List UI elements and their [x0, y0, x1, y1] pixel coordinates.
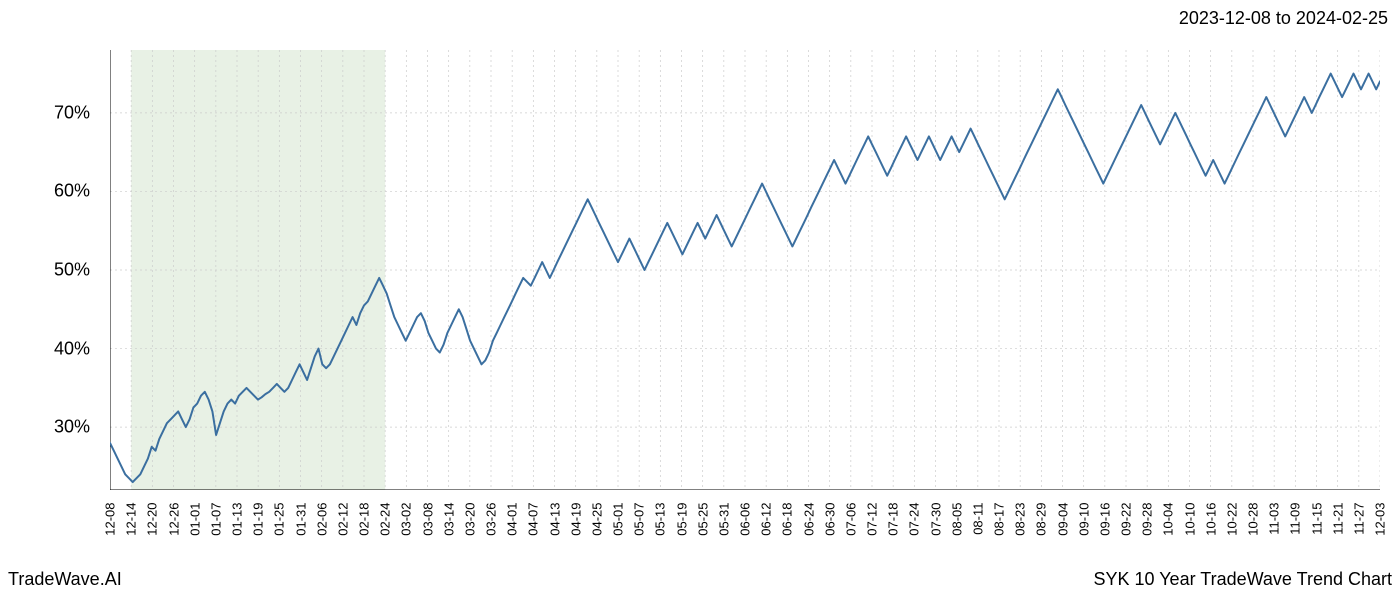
x-tick-label: 08-05: [949, 503, 964, 536]
x-tick-label: 07-18: [886, 503, 901, 536]
x-tick-label: 08-17: [992, 503, 1007, 536]
x-tick-label: 05-25: [695, 503, 710, 536]
x-tick-label: 09-10: [1076, 503, 1091, 536]
chart-area: [110, 50, 1380, 490]
x-tick-label: 10-16: [1203, 503, 1218, 536]
x-tick-label: 04-13: [547, 503, 562, 536]
x-tick-label: 10-04: [1161, 503, 1176, 536]
x-tick-label: 02-06: [314, 503, 329, 536]
chart-title: SYK 10 Year TradeWave Trend Chart: [1093, 569, 1392, 590]
x-tick-label: 01-31: [293, 503, 308, 536]
x-tick-label: 06-30: [822, 503, 837, 536]
x-tick-label: 11-27: [1351, 503, 1366, 535]
x-tick-label: 07-12: [865, 503, 880, 536]
x-tick-label: 06-06: [738, 503, 753, 536]
x-tick-label: 10-28: [1246, 503, 1261, 536]
y-tick-label: 60%: [54, 181, 90, 202]
x-tick-label: 02-18: [357, 503, 372, 536]
date-range-label: 2023-12-08 to 2024-02-25: [1179, 8, 1388, 29]
y-tick-label: 50%: [54, 260, 90, 281]
y-tick-label: 40%: [54, 338, 90, 359]
x-tick-label: 07-24: [907, 503, 922, 536]
x-tick-label: 01-13: [230, 503, 245, 536]
x-tick-label: 03-20: [462, 503, 477, 536]
y-tick-label: 30%: [54, 417, 90, 438]
x-tick-label: 12-14: [124, 503, 139, 536]
x-tick-label: 06-12: [759, 503, 774, 536]
x-tick-label: 06-18: [780, 503, 795, 536]
x-tick-label: 03-26: [484, 503, 499, 536]
x-tick-label: 02-24: [378, 503, 393, 536]
x-tick-label: 12-20: [145, 503, 160, 536]
x-tick-label: 12-03: [1373, 503, 1388, 536]
x-tick-label: 01-07: [208, 503, 223, 536]
line-chart-svg: [110, 50, 1380, 490]
x-tick-label: 06-24: [801, 503, 816, 536]
x-tick-label: 07-06: [843, 503, 858, 536]
x-tick-label: 04-25: [589, 503, 604, 536]
x-tick-label: 12-08: [103, 503, 118, 536]
x-tick-label: 03-08: [420, 503, 435, 536]
x-tick-label: 09-16: [1097, 503, 1112, 536]
x-tick-label: 09-22: [1119, 503, 1134, 536]
x-tick-label: 03-14: [441, 503, 456, 536]
x-tick-label: 08-29: [1034, 503, 1049, 536]
x-tick-label: 05-01: [611, 503, 626, 536]
x-tick-label: 10-10: [1182, 503, 1197, 536]
x-tick-label: 09-04: [1055, 503, 1070, 536]
x-tick-label: 01-25: [272, 503, 287, 536]
x-tick-label: 11-09: [1288, 503, 1303, 535]
x-tick-label: 01-01: [187, 503, 202, 536]
x-tick-label: 11-15: [1309, 503, 1324, 535]
x-tick-label: 04-01: [505, 503, 520, 536]
x-tick-label: 04-07: [526, 503, 541, 536]
x-axis: 12-0812-1412-2012-2601-0101-0701-1301-19…: [110, 495, 1380, 575]
x-tick-label: 05-13: [653, 503, 668, 536]
x-tick-label: 08-23: [1013, 503, 1028, 536]
y-tick-label: 70%: [54, 102, 90, 123]
x-tick-label: 07-30: [928, 503, 943, 536]
x-tick-label: 09-28: [1140, 503, 1155, 536]
y-axis: 30% 40% 50% 60% 70%: [0, 50, 100, 490]
x-tick-label: 05-07: [632, 503, 647, 536]
x-tick-label: 08-11: [970, 503, 985, 535]
x-tick-label: 11-03: [1267, 503, 1282, 535]
x-tick-label: 01-19: [251, 503, 266, 536]
x-tick-label: 10-22: [1224, 503, 1239, 536]
x-tick-label: 11-21: [1330, 503, 1345, 535]
x-tick-label: 12-26: [166, 503, 181, 536]
x-tick-label: 04-19: [568, 503, 583, 536]
x-tick-label: 02-12: [335, 503, 350, 536]
x-tick-label: 05-19: [674, 503, 689, 536]
x-tick-label: 03-02: [399, 503, 414, 536]
x-tick-label: 05-31: [716, 503, 731, 536]
brand-label: TradeWave.AI: [8, 569, 122, 590]
